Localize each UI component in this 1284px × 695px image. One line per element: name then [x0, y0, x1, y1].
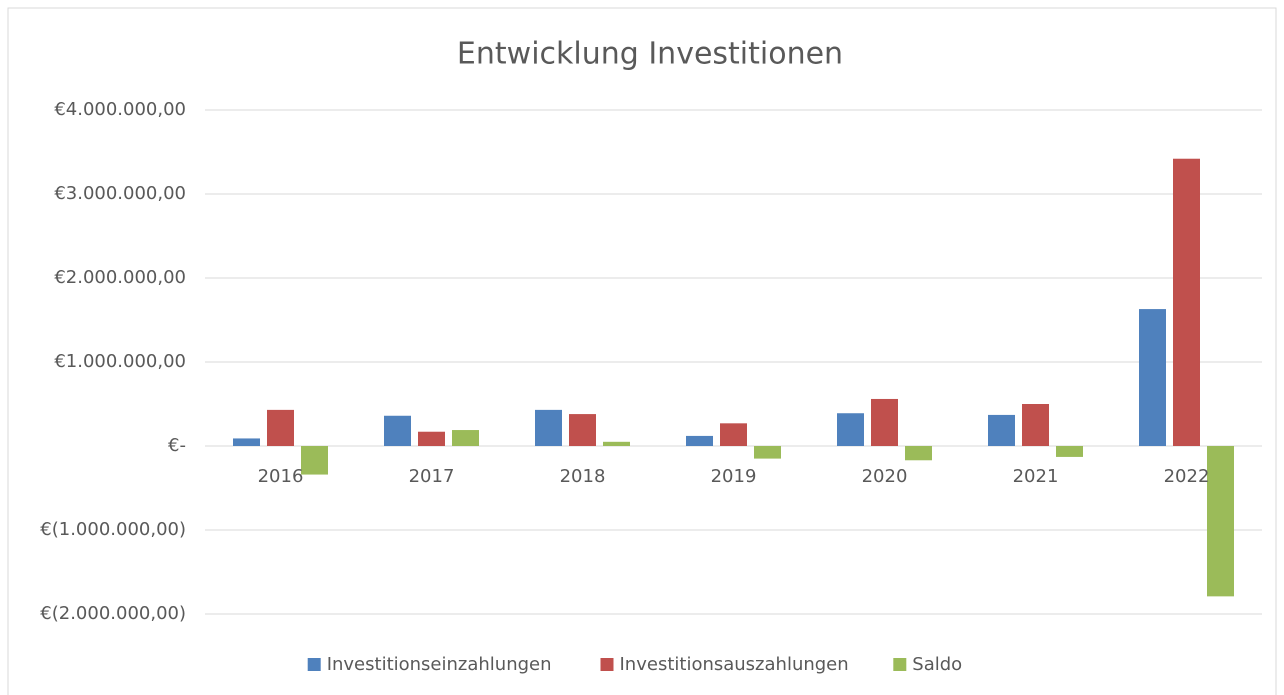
bar	[452, 430, 479, 446]
x-tick-label: 2019	[711, 466, 757, 487]
x-tick-label: 2021	[1013, 466, 1059, 487]
bar	[686, 435, 713, 446]
bar	[1173, 158, 1200, 446]
y-tick-label: €1.000.000,00	[54, 351, 186, 372]
x-tick-label: 2018	[560, 466, 606, 487]
legend-label: Investitionseinzahlungen	[327, 654, 552, 675]
bar	[535, 409, 562, 446]
bar	[233, 438, 260, 446]
bar	[301, 446, 328, 475]
x-tick-label: 2020	[862, 466, 908, 487]
x-tick-label: 2017	[409, 466, 455, 487]
chart-border	[7, 7, 1277, 695]
y-tick-label: €-	[168, 435, 186, 456]
bar	[418, 431, 445, 446]
bar	[1022, 404, 1049, 446]
legend-label: Investitionsauszahlungen	[620, 654, 849, 675]
y-tick-label: €3.000.000,00	[54, 183, 186, 204]
legend-label: Saldo	[912, 654, 962, 675]
bar	[720, 423, 747, 446]
bar	[1139, 309, 1166, 446]
y-tick-label: €2.000.000,00	[54, 267, 186, 288]
bar	[754, 446, 781, 459]
bar	[988, 414, 1015, 446]
bar	[384, 415, 411, 446]
bar	[837, 413, 864, 446]
x-tick-label: 2022	[1164, 466, 1210, 487]
bar	[569, 414, 596, 446]
legend-swatch	[893, 658, 907, 671]
bar	[1207, 446, 1234, 597]
legend-swatch	[600, 658, 614, 671]
bar	[905, 446, 932, 461]
y-tick-label: €4.000.000,00	[54, 99, 186, 120]
chart-title: Entwicklung Investitionen	[457, 37, 843, 72]
bar	[603, 441, 630, 446]
x-tick-label: 2016	[258, 466, 304, 487]
bar	[871, 398, 898, 446]
y-tick-label: €(2.000.000,00)	[40, 603, 186, 624]
legend-swatch	[307, 658, 321, 671]
bar	[267, 409, 294, 446]
bar	[1056, 446, 1083, 457]
y-tick-label: €(1.000.000,00)	[40, 519, 186, 540]
